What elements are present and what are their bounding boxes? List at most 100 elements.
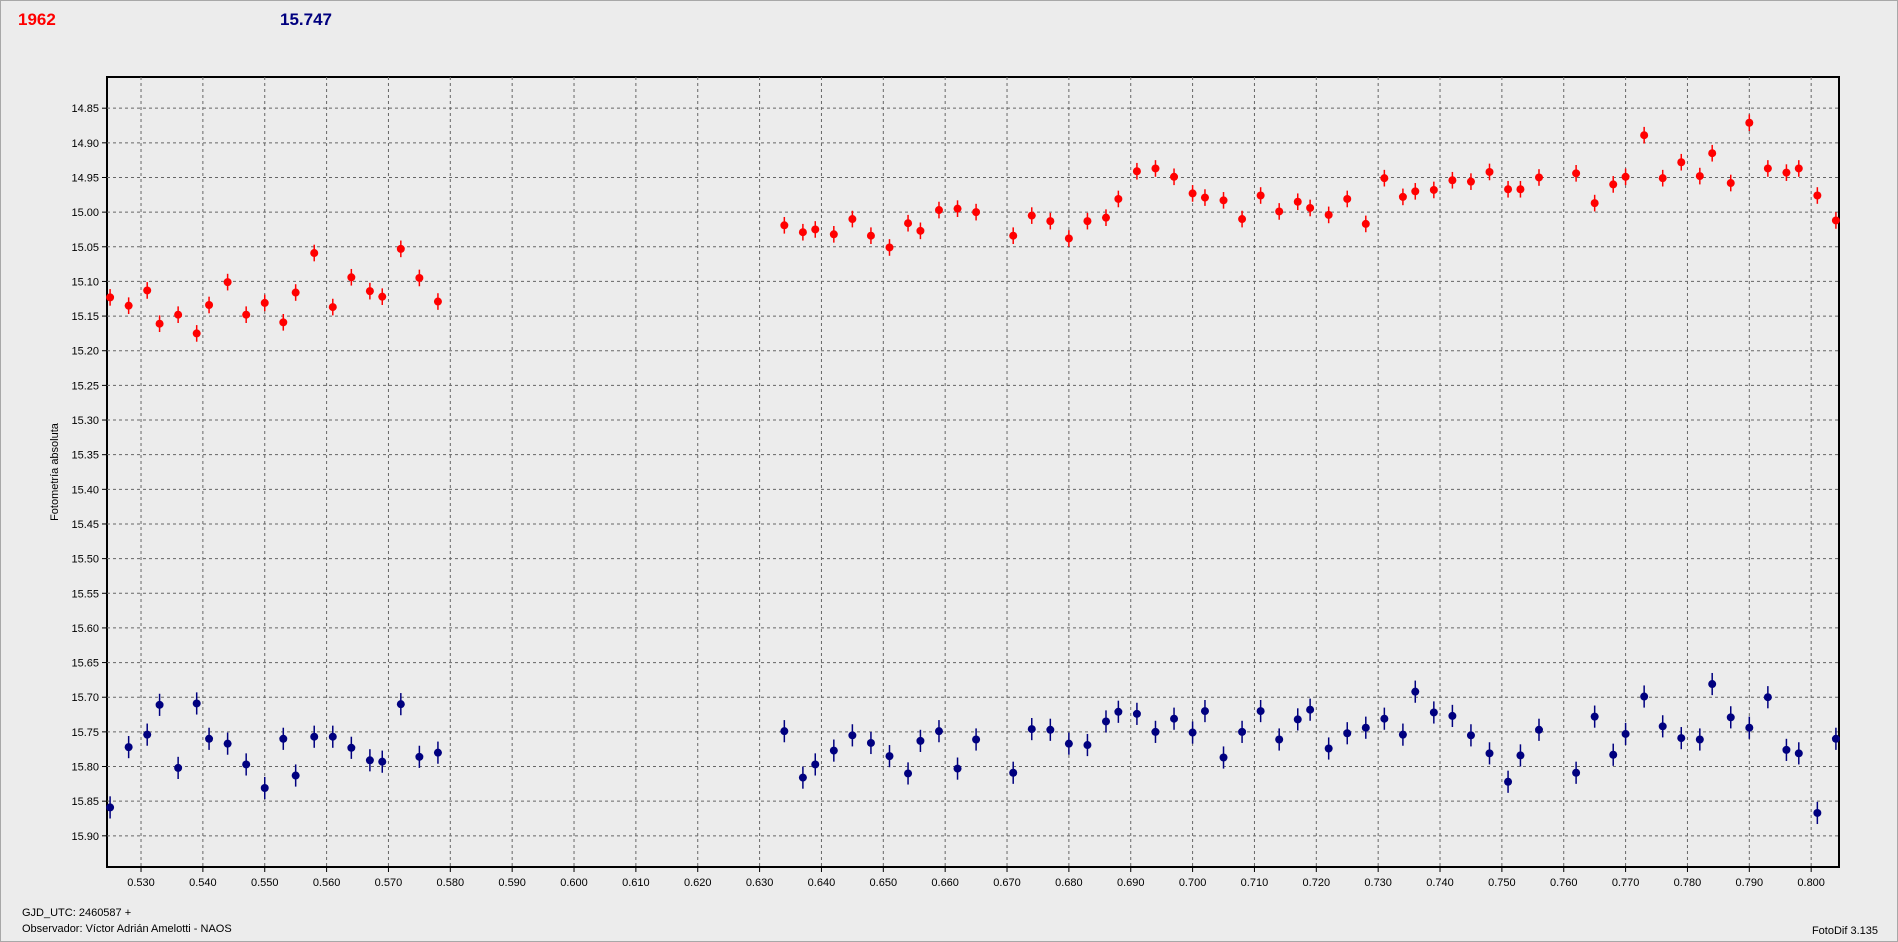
y-tick-label: 14.95 — [71, 172, 99, 184]
data-point — [1101, 717, 1110, 726]
x-axis-ticks: 0.530 0.540 0.550 0.560 0.570 0.580 0.590 0.600… — [127, 867, 1825, 889]
data-point — [347, 743, 356, 752]
data-point — [1485, 167, 1494, 176]
data-point — [1466, 177, 1475, 186]
data-point — [347, 273, 356, 282]
plot-area — [106, 76, 1840, 868]
data-point — [780, 221, 789, 230]
y-tick-label: 15.15 — [71, 311, 99, 323]
data-point — [1188, 189, 1197, 198]
data-point — [953, 764, 962, 773]
y-tick-label: 15.90 — [71, 831, 99, 843]
data-point — [1238, 727, 1247, 736]
data-point — [415, 752, 424, 761]
data-point — [1324, 744, 1333, 753]
x-tick-label: 0.730 — [1364, 877, 1392, 889]
x-tick-label: 0.770 — [1612, 877, 1640, 889]
data-point — [1534, 725, 1543, 734]
data-point — [1411, 687, 1420, 696]
data-point — [1448, 176, 1457, 185]
x-tick-label: 0.790 — [1736, 877, 1764, 889]
data-point — [328, 732, 337, 741]
data-point — [143, 286, 152, 295]
data-point — [223, 739, 232, 748]
data-point — [310, 732, 319, 741]
data-point — [1590, 712, 1599, 721]
data-point — [192, 699, 201, 708]
x-tick-label: 0.550 — [251, 877, 279, 889]
target-series — [106, 672, 1840, 825]
data-point — [904, 219, 913, 228]
x-tick-label: 0.700 — [1179, 877, 1207, 889]
data-point — [1101, 213, 1110, 222]
data-point — [205, 300, 214, 309]
data-point — [1046, 217, 1055, 226]
comparison-series — [106, 114, 1840, 342]
y-tick-label: 15.20 — [71, 346, 99, 358]
data-point — [155, 700, 164, 709]
data-point — [829, 746, 838, 755]
data-point — [1132, 709, 1141, 718]
data-points — [106, 114, 1840, 825]
data-point — [1609, 750, 1618, 759]
data-point — [1782, 745, 1791, 754]
data-point — [1380, 174, 1389, 183]
x-tick-label: 0.750 — [1488, 877, 1516, 889]
data-point — [1064, 739, 1073, 748]
data-point — [1170, 172, 1179, 181]
x-tick-label: 0.620 — [684, 877, 712, 889]
data-point — [1621, 729, 1630, 738]
data-point — [1238, 215, 1247, 224]
x-tick-label: 0.660 — [931, 877, 959, 889]
data-point — [1516, 185, 1525, 194]
data-point — [1343, 729, 1352, 738]
x-tick-label: 0.560 — [313, 877, 341, 889]
data-point — [1794, 164, 1803, 173]
x-tick-label: 0.740 — [1426, 877, 1454, 889]
y-tick-label: 15.85 — [71, 796, 99, 808]
data-point — [1114, 194, 1123, 203]
y-tick-label: 15.65 — [71, 658, 99, 670]
data-point — [106, 803, 115, 812]
data-point — [934, 206, 943, 215]
data-point — [1170, 714, 1179, 723]
data-point — [934, 727, 943, 736]
data-point — [433, 748, 442, 757]
data-point — [1504, 185, 1513, 194]
data-point — [811, 760, 820, 769]
data-point — [1219, 196, 1228, 205]
data-point — [1188, 728, 1197, 737]
data-point — [972, 735, 981, 744]
y-tick-label: 15.40 — [71, 484, 99, 496]
x-tick-label: 0.590 — [498, 877, 526, 889]
data-point — [1763, 164, 1772, 173]
data-point — [1572, 169, 1581, 178]
y-tick-label: 15.00 — [71, 207, 99, 219]
data-point — [1027, 211, 1036, 220]
data-point — [1609, 180, 1618, 189]
data-point — [260, 298, 269, 307]
data-point — [1572, 768, 1581, 777]
data-point — [1009, 231, 1018, 240]
data-point — [1658, 722, 1667, 731]
x-tick-label: 0.720 — [1303, 877, 1331, 889]
data-point — [1794, 749, 1803, 758]
y-tick-label: 15.35 — [71, 450, 99, 462]
data-point — [1726, 179, 1735, 188]
x-tick-label: 0.670 — [993, 877, 1021, 889]
data-point — [242, 310, 251, 319]
data-point — [916, 226, 925, 235]
data-point — [192, 329, 201, 338]
data-point — [1200, 193, 1209, 202]
grid-lines — [107, 77, 1839, 867]
data-point — [1151, 727, 1160, 736]
data-point — [1485, 749, 1494, 758]
data-point — [780, 727, 789, 736]
data-point — [1708, 680, 1717, 689]
data-point — [291, 288, 300, 297]
data-point — [1813, 191, 1822, 200]
data-point — [365, 287, 374, 296]
data-point — [1275, 735, 1284, 744]
data-point — [279, 318, 288, 327]
data-point — [866, 738, 875, 747]
